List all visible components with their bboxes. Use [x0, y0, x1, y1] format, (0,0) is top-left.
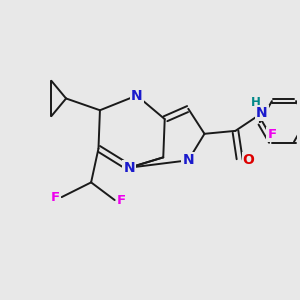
Text: O: O [243, 153, 255, 167]
Text: N: N [182, 153, 194, 167]
Text: H: H [250, 96, 260, 110]
Text: N: N [256, 106, 268, 120]
Text: F: F [51, 190, 60, 204]
Text: F: F [117, 194, 126, 207]
Text: N: N [124, 161, 135, 175]
Text: F: F [267, 128, 277, 141]
Text: N: N [131, 88, 142, 103]
